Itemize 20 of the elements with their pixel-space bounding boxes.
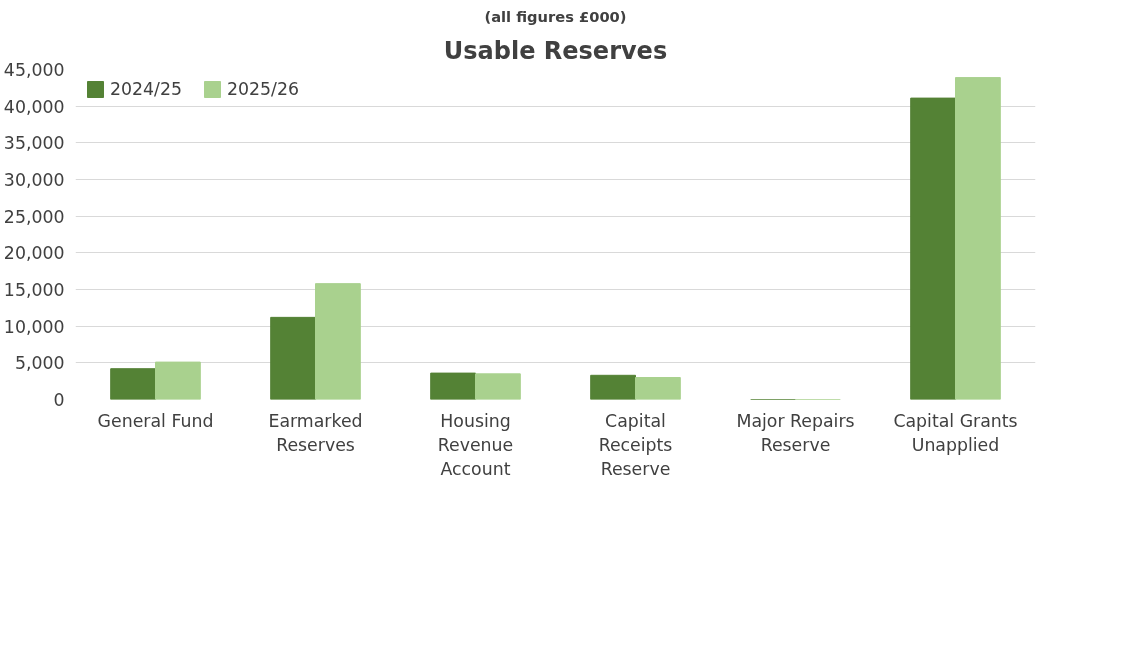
x-tick-label: General Fund bbox=[97, 410, 214, 431]
chart-title: Usable Reserves bbox=[443, 36, 668, 65]
y-tick-label: 40,000 bbox=[3, 96, 65, 117]
chart-subtitle: (all figures £000) bbox=[484, 7, 627, 25]
y-tick-label: 20,000 bbox=[3, 243, 65, 264]
y-tick-label: 10,000 bbox=[3, 316, 65, 337]
y-tick-label: 45,000 bbox=[3, 60, 65, 80]
legend-label: 2025/26 bbox=[227, 79, 299, 99]
x-tick-label: Capital Receipts Reserve bbox=[598, 410, 673, 479]
y-tick-label: 35,000 bbox=[3, 133, 65, 154]
legend-label: 2024/25 bbox=[110, 79, 182, 99]
y-tick-label: 15,000 bbox=[3, 280, 65, 300]
y-tick-label: 0 bbox=[53, 390, 65, 410]
y-tick-label: 5,000 bbox=[14, 353, 65, 374]
x-tick-label: Earmarked Reserves bbox=[268, 410, 363, 455]
x-tick-label: Major Repairs Reserve bbox=[736, 410, 855, 455]
y-tick-label: 25,000 bbox=[3, 206, 65, 227]
y-tick-label: 30,000 bbox=[3, 170, 65, 190]
x-tick-label: Capital Grants Unapplied bbox=[893, 410, 1018, 455]
x-tick-label: Housing Revenue Account bbox=[437, 410, 514, 479]
